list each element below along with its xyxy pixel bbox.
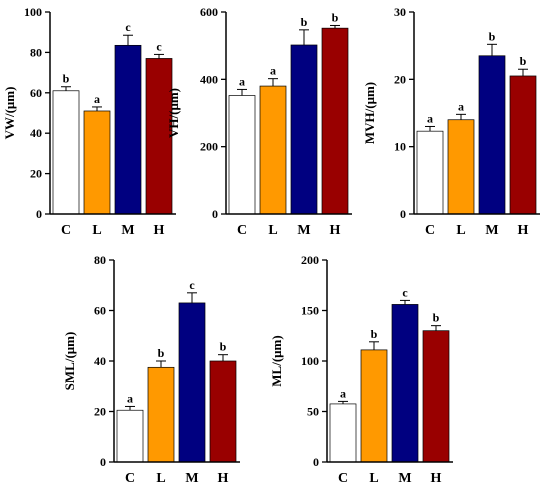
x-category-label: C bbox=[425, 223, 435, 238]
significance-label: a bbox=[127, 391, 133, 405]
y-tick-label: 200 bbox=[301, 253, 319, 267]
y-tick-label: 400 bbox=[200, 72, 218, 86]
bar-L bbox=[83, 110, 111, 215]
chart-mvh: MVH/(μm) 0 10 20 30 a Ca Lb Mb H bbox=[362, 5, 540, 238]
y-tick-label: 0 bbox=[400, 207, 406, 221]
bar-C bbox=[228, 95, 256, 215]
bar-C bbox=[116, 409, 144, 463]
significance-label: b bbox=[520, 54, 527, 68]
y-axis-title: MVH/(μm) bbox=[362, 82, 377, 144]
y-tick-label: 30 bbox=[394, 5, 406, 19]
significance-label: b bbox=[220, 340, 227, 354]
y-tick-label: 60 bbox=[94, 304, 106, 318]
bar-M bbox=[478, 55, 506, 215]
significance-label: b bbox=[332, 10, 339, 24]
y-tick-label: 600 bbox=[200, 5, 218, 19]
y-axis-title: SML/(μm) bbox=[62, 332, 77, 391]
y-tick-label: 20 bbox=[30, 167, 42, 181]
chart-sml: SML/(μm) 0 20 40 60 80 a Cb Lc Mb H bbox=[62, 253, 240, 486]
significance-label: c bbox=[189, 278, 195, 292]
significance-label: a bbox=[94, 92, 100, 106]
y-tick-label: 20 bbox=[394, 72, 406, 86]
chart-ml: ML/(μm) 0 50 100 150 200 a Cb Lc Mb H bbox=[269, 253, 453, 486]
y-tick-label: 0 bbox=[100, 455, 106, 469]
x-category-label: L bbox=[369, 471, 378, 486]
y-tick-label: 60 bbox=[30, 86, 42, 100]
x-category-label: C bbox=[125, 471, 135, 486]
y-tick-label: 100 bbox=[24, 5, 42, 19]
bar-L bbox=[259, 85, 287, 215]
y-axis-title: ML/(μm) bbox=[269, 335, 284, 386]
x-category-label: L bbox=[92, 223, 101, 238]
bar-M bbox=[178, 302, 206, 463]
y-tick-label: 100 bbox=[301, 354, 319, 368]
significance-label: b bbox=[489, 29, 496, 43]
significance-label: b bbox=[63, 72, 70, 86]
bar-H bbox=[209, 360, 237, 463]
y-tick-label: 200 bbox=[200, 140, 218, 154]
bar-M bbox=[114, 44, 142, 215]
x-category-label: L bbox=[268, 223, 277, 238]
significance-label: b bbox=[371, 327, 378, 341]
y-tick-label: 0 bbox=[212, 207, 218, 221]
bar-C bbox=[416, 130, 444, 215]
y-tick-label: 10 bbox=[394, 140, 406, 154]
x-category-label: H bbox=[518, 223, 529, 238]
bar-L bbox=[447, 119, 475, 215]
y-tick-label: 20 bbox=[94, 405, 106, 419]
significance-label: a bbox=[340, 386, 346, 400]
bar-M bbox=[391, 304, 419, 463]
bar-H bbox=[422, 330, 450, 463]
x-category-label: M bbox=[485, 223, 498, 238]
significance-label: b bbox=[301, 15, 308, 29]
bar-L bbox=[360, 349, 388, 463]
x-category-label: H bbox=[218, 471, 229, 486]
y-tick-label: 40 bbox=[30, 126, 42, 140]
y-tick-label: 50 bbox=[307, 405, 319, 419]
x-category-label: C bbox=[237, 223, 247, 238]
x-category-label: H bbox=[154, 223, 165, 238]
y-tick-label: 80 bbox=[30, 45, 42, 59]
x-category-label: H bbox=[431, 471, 442, 486]
y-axis-title: VW/(μm) bbox=[2, 87, 17, 140]
x-category-label: L bbox=[456, 223, 465, 238]
y-axis-title: VH/(μm) bbox=[166, 88, 181, 138]
x-category-label: M bbox=[121, 223, 134, 238]
y-tick-label: 0 bbox=[313, 455, 319, 469]
x-category-label: M bbox=[185, 471, 198, 486]
significance-label: a bbox=[270, 64, 276, 78]
bar-C bbox=[52, 90, 80, 215]
bar-H bbox=[509, 75, 537, 215]
bar-H bbox=[321, 27, 349, 215]
y-tick-label: 150 bbox=[301, 304, 319, 318]
y-tick-label: 0 bbox=[36, 207, 42, 221]
significance-label: c bbox=[402, 285, 408, 299]
significance-label: c bbox=[125, 20, 131, 34]
significance-label: b bbox=[433, 311, 440, 325]
bar-H bbox=[145, 58, 173, 215]
bar-C bbox=[329, 403, 357, 463]
significance-label: a bbox=[427, 111, 433, 125]
x-category-label: M bbox=[297, 223, 310, 238]
bar-L bbox=[147, 366, 175, 463]
x-category-label: C bbox=[338, 471, 348, 486]
significance-label: a bbox=[458, 99, 464, 113]
significance-label: c bbox=[156, 39, 162, 53]
significance-label: b bbox=[158, 346, 165, 360]
y-tick-label: 40 bbox=[94, 354, 106, 368]
bar-M bbox=[290, 44, 318, 215]
chart-vh: VH/(μm) 0 200 400 600 a Ca Lb Mb H bbox=[166, 5, 352, 238]
significance-label: a bbox=[239, 74, 245, 88]
y-tick-label: 80 bbox=[94, 253, 106, 267]
chart-vw: VW/(μm) 0 20 40 60 80 100 b Ca Lc Mc H bbox=[2, 5, 176, 238]
x-category-label: L bbox=[156, 471, 165, 486]
x-category-label: H bbox=[330, 223, 341, 238]
x-category-label: M bbox=[398, 471, 411, 486]
x-category-label: C bbox=[61, 223, 71, 238]
